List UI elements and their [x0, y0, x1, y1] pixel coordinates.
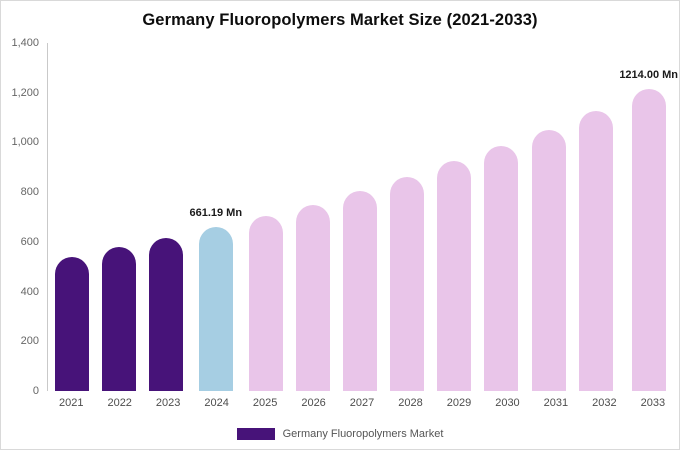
y-tick-800: 800 — [20, 186, 39, 199]
bar-column-2027 — [336, 43, 383, 391]
bar-value-label-2024: 661.19 Mn — [189, 206, 243, 219]
x-axis-label-2024: 2024 — [204, 397, 229, 409]
x-axis: 2021 2022 2023 2024 2025 2026 2027 2028 2029 2030… — [47, 397, 677, 409]
y-tick-600: 600 — [20, 235, 39, 248]
plot-area: 661.19 Mn 1214.00 Mn — [47, 43, 678, 391]
bar-2023[interactable] — [148, 238, 183, 391]
bar-column-2021 — [48, 43, 95, 391]
bar-2022[interactable] — [101, 247, 136, 391]
legend: Germany Fluoropolymers Market — [1, 428, 679, 440]
x-axis-label-2031: 2031 — [543, 397, 569, 409]
bar-2026[interactable] — [295, 205, 330, 391]
bar-column-2023 — [142, 43, 189, 391]
bar-column-2029 — [431, 43, 478, 391]
x-axis-label-2023: 2023 — [155, 397, 181, 409]
bar-column-2028 — [384, 43, 431, 391]
x-axis-label-2027: 2027 — [349, 397, 375, 409]
bar-column-2030 — [478, 43, 525, 391]
bar-column-2026 — [289, 43, 336, 391]
y-tick-200: 200 — [20, 335, 39, 348]
bar-2030[interactable] — [484, 146, 519, 391]
bar-column-2033: 1214.00 Mn — [619, 43, 678, 391]
x-axis-label-2025: 2025 — [252, 397, 278, 409]
x-axis-label-2030: 2030 — [495, 397, 520, 409]
bar-column-2032 — [572, 43, 619, 391]
legend-swatch — [236, 428, 275, 440]
y-tick-0: 0 — [32, 385, 39, 397]
x-axis-label-2032: 2032 — [592, 397, 617, 409]
bar-2029[interactable] — [437, 161, 472, 391]
bar-column-2022 — [95, 43, 142, 391]
bar-2021[interactable] — [54, 256, 89, 391]
y-tick-1200: 1,200 — [11, 86, 39, 99]
y-axis: 0 200 400 600 800 1,000 1,200 1,400 — [1, 37, 41, 397]
bar-value-label-2033: 1214.00 Mn — [619, 69, 679, 82]
y-tick-1400: 1,400 — [11, 37, 39, 49]
x-axis-label-2026: 2026 — [301, 397, 326, 409]
y-tick-1000: 1,000 — [11, 136, 39, 149]
bar-2032[interactable] — [578, 111, 613, 391]
bar-2028[interactable] — [390, 176, 425, 391]
bar-2024[interactable] — [198, 226, 233, 391]
chart-title: Germany Fluoropolymers Market Size (2021… — [142, 11, 538, 29]
bar-column-2024: 661.19 Mn — [189, 43, 242, 391]
bar-column-2025 — [242, 43, 289, 391]
x-axis-label-2033: 2033 — [640, 397, 666, 409]
x-axis-label-2021: 2021 — [58, 397, 84, 409]
x-axis-label-2029: 2029 — [446, 397, 472, 409]
bar-column-2031 — [525, 43, 572, 391]
y-tick-400: 400 — [20, 285, 39, 298]
bar-2027[interactable] — [342, 190, 377, 391]
x-axis-label-2022: 2022 — [107, 397, 132, 409]
bar-2033[interactable] — [631, 89, 666, 391]
x-axis-label-2028: 2028 — [398, 397, 423, 409]
bar-2025[interactable] — [248, 215, 283, 391]
bar-2031[interactable] — [531, 130, 566, 391]
legend-label: Germany Fluoropolymers Market — [282, 428, 444, 440]
